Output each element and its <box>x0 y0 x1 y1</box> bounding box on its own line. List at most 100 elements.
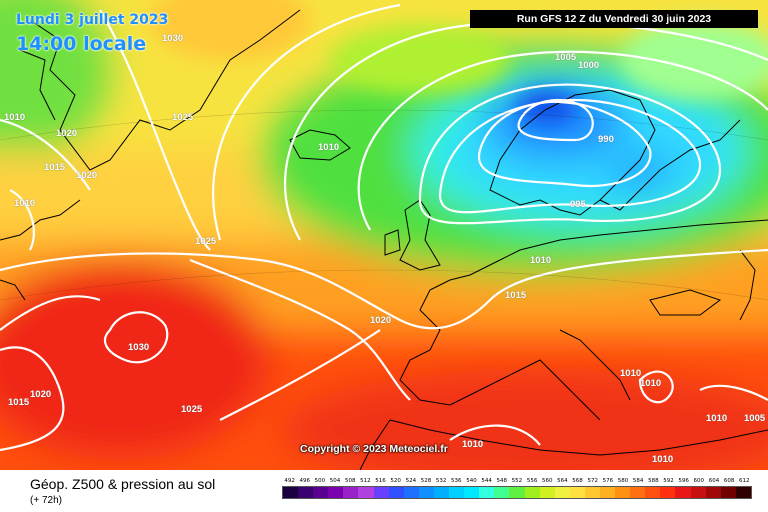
scale-label: 568 <box>572 478 583 484</box>
map-title: Géop. Z500 & pression au sol <box>30 476 216 492</box>
map-canvas <box>0 0 768 470</box>
scale-swatch <box>418 487 434 498</box>
scale-swatch <box>720 487 736 498</box>
pressure-label: 1010 <box>14 198 36 209</box>
scale-label: 588 <box>648 478 659 484</box>
scale-label: 572 <box>587 478 598 484</box>
scale-swatch <box>298 487 314 498</box>
scale-swatch <box>509 487 525 498</box>
scale-swatch <box>313 487 329 498</box>
scale-swatch <box>645 487 661 498</box>
pressure-label: 1020 <box>30 389 52 400</box>
pressure-label: 1020 <box>76 170 98 181</box>
scale-swatch <box>569 487 585 498</box>
pressure-label: 1025 <box>195 236 217 247</box>
scale-swatch <box>615 487 631 498</box>
pressure-label: 1015 <box>44 162 66 173</box>
scale-swatch <box>403 487 419 498</box>
pressure-label: 990 <box>598 134 614 145</box>
scale-label: 544 <box>481 478 492 484</box>
pressure-label: 1015 <box>8 397 30 408</box>
forecast-local-time: 14:00 locale <box>16 33 147 55</box>
pressure-label: 1020 <box>370 315 392 326</box>
pressure-label: 1015 <box>505 290 527 301</box>
scale-bar <box>282 486 752 499</box>
scale-swatch <box>705 487 721 498</box>
scale-swatch <box>735 487 751 498</box>
pressure-label: 1010 <box>530 255 552 266</box>
scale-label: 556 <box>526 478 538 484</box>
scale-swatch <box>539 487 555 498</box>
scale-label: 500 <box>314 478 326 484</box>
forecast-date: Lundi 3 juillet 2023 <box>16 12 169 28</box>
pressure-label: 1030 <box>128 342 150 353</box>
scale-label: 600 <box>693 478 705 484</box>
scale-label: 512 <box>360 478 371 484</box>
copyright-notice: Copyright © 2023 Meteociel.fr <box>300 443 448 455</box>
isobars <box>0 3 768 452</box>
scale-label: 612 <box>739 478 750 484</box>
scale-label: 536 <box>451 478 462 484</box>
scale-label: 532 <box>435 478 447 484</box>
pressure-label: 1005 <box>744 413 766 424</box>
scale-swatch <box>690 487 706 498</box>
scale-label: 592 <box>663 478 674 484</box>
scale-label: 548 <box>496 478 508 484</box>
scale-swatch <box>524 487 540 498</box>
color-scale-legend: 492 496 500 504 508 512 516 520 524 528 532 536 540 5… <box>282 478 752 499</box>
scale-label: 584 <box>632 478 644 484</box>
scale-label: 508 <box>344 478 356 484</box>
scale-swatch <box>433 487 450 498</box>
scale-swatch <box>630 487 646 498</box>
scale-label: 552 <box>511 478 523 484</box>
scale-label: 560 <box>541 478 553 484</box>
scale-swatch <box>494 487 510 498</box>
scale-label: 564 <box>557 478 568 484</box>
pressure-label: 1010 <box>4 112 26 123</box>
pressure-label: 1010 <box>620 368 642 379</box>
scale-swatch <box>464 487 480 498</box>
scale-swatch <box>373 487 389 498</box>
pressure-label: 1025 <box>181 404 203 415</box>
graticule <box>0 109 768 301</box>
scale-swatch <box>675 487 691 498</box>
pressure-label: 1010 <box>652 454 674 465</box>
run-info-banner: Run GFS 12 Z du Vendredi 30 juin 2023 <box>470 10 758 28</box>
scale-label: 520 <box>390 478 401 484</box>
scale-swatch <box>388 487 404 498</box>
scale-swatch <box>554 487 570 498</box>
pressure-label: 1030 <box>162 33 184 44</box>
scale-swatch <box>328 487 344 498</box>
scale-swatch <box>599 487 616 498</box>
scale-label: 576 <box>602 478 614 484</box>
pressure-label: 995 <box>570 199 586 210</box>
scale-label: 528 <box>420 478 432 484</box>
weather-map: 1030 1025 1010 1020 1015 1020 1010 1010 … <box>0 0 768 470</box>
pressure-label: 1010 <box>462 439 484 450</box>
scale-label: 604 <box>708 478 720 484</box>
scale-labels: 492 496 500 504 508 512 516 520 524 528 532 536 540 5… <box>282 478 752 484</box>
scale-swatch <box>584 487 600 498</box>
pressure-label: 1025 <box>172 112 194 123</box>
pressure-label: 1020 <box>56 128 78 139</box>
scale-label: 540 <box>466 478 477 484</box>
pressure-label: 1010 <box>318 142 340 153</box>
scale-label: 608 <box>723 478 735 484</box>
scale-label: 492 <box>284 478 295 484</box>
forecast-lead-time: (+ 72h) <box>30 495 62 506</box>
scale-label: 524 <box>405 478 417 484</box>
pressure-label: 1010 <box>706 413 728 424</box>
scale-swatch <box>343 487 359 498</box>
scale-label: 580 <box>617 478 629 484</box>
scale-label: 516 <box>375 478 386 484</box>
scale-swatch <box>358 487 374 498</box>
scale-swatch <box>283 487 299 498</box>
scale-label: 504 <box>329 478 341 484</box>
scale-label: 496 <box>299 478 310 484</box>
pressure-label: 1005 <box>555 52 577 63</box>
scale-label: 596 <box>678 478 689 484</box>
scale-swatch <box>449 487 465 498</box>
scale-swatch <box>479 487 495 498</box>
pressure-label: 1000 <box>578 60 600 71</box>
pressure-label: 1010 <box>640 378 662 389</box>
